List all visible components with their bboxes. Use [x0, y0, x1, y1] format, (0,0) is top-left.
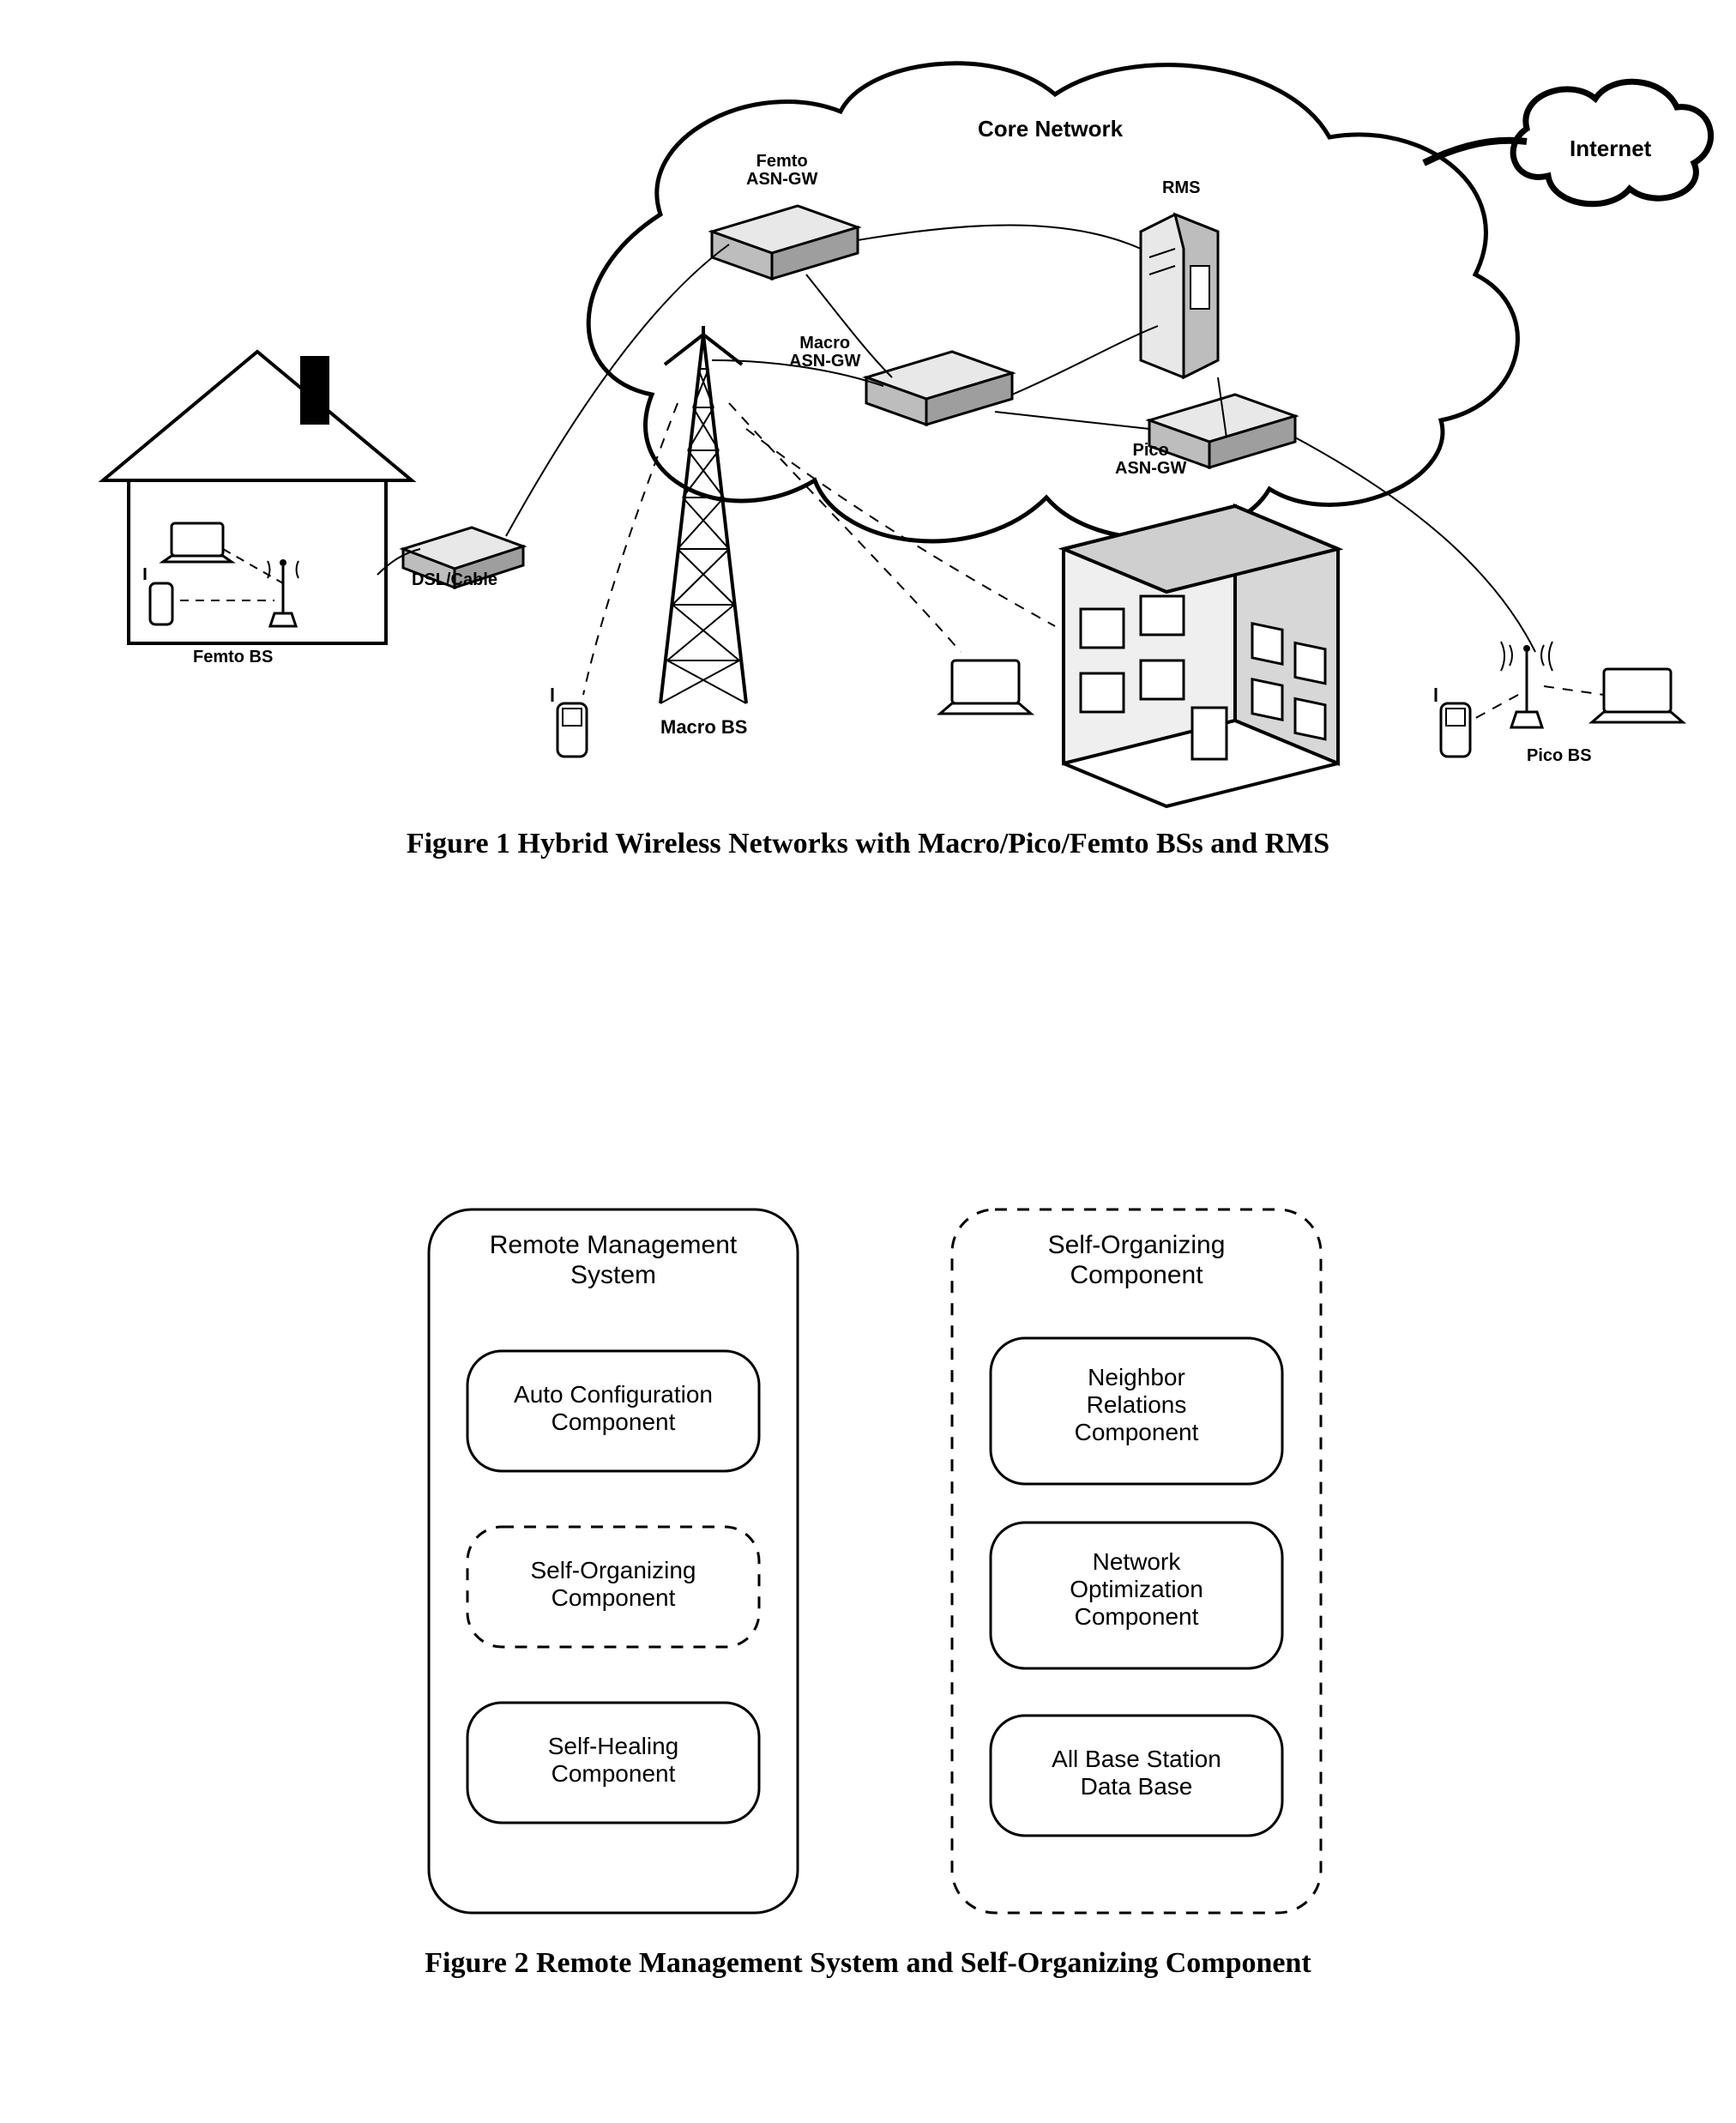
figure-1-svg: [0, 34, 1736, 892]
laptop-2-icon: [1592, 669, 1683, 722]
phone-2-icon: [1436, 688, 1470, 757]
pico-bs-icon: [1501, 642, 1552, 727]
page: Core Network Internet RMS Femto ASN-GW M…: [0, 0, 1736, 2123]
office-building-icon: [1064, 506, 1338, 806]
rms-item-0-text: Auto Configuration Component: [467, 1381, 759, 1436]
soc-item-2-text: All Base Station Data Base: [991, 1746, 1282, 1800]
soc-item-0-text: Neighbor Relations Component: [991, 1364, 1282, 1447]
macro-bs-label: Macro BS: [660, 716, 747, 739]
femto-asn-gw-label: Femto ASN-GW: [746, 153, 817, 189]
pico-asn-gw-label: Pico ASN-GW: [1115, 442, 1186, 478]
internet-label: Internet: [1570, 136, 1651, 162]
rms-item-1-text: Self-Organizing Component: [467, 1557, 759, 1612]
core-network-label: Core Network: [978, 116, 1123, 142]
phone-1-icon: [552, 688, 587, 757]
dsl-cable-label: DSL/Cable: [412, 570, 497, 590]
laptop-1-icon: [940, 660, 1031, 714]
rms-item-2-text: Self-Healing Component: [467, 1733, 759, 1788]
soc-title: Self-Organizing Component: [952, 1231, 1321, 1290]
macro-asn-gw-label: Macro ASN-GW: [789, 335, 860, 371]
soc-item-1-text: Network Optimization Component: [991, 1548, 1282, 1631]
figure-1-caption: Figure 1 Hybrid Wireless Networks with M…: [0, 828, 1736, 860]
rms-server-icon: [1141, 214, 1218, 377]
femto-bs-label: Femto BS: [193, 648, 273, 667]
house-icon: [103, 352, 412, 643]
rms-label: RMS: [1162, 178, 1200, 198]
figure-2-caption: Figure 2 Remote Management System and Se…: [0, 1947, 1736, 1980]
rms-title: Remote Management System: [429, 1231, 798, 1290]
pico-bs-label: Pico BS: [1527, 746, 1592, 766]
figure-2-svg: [0, 1184, 1736, 1973]
